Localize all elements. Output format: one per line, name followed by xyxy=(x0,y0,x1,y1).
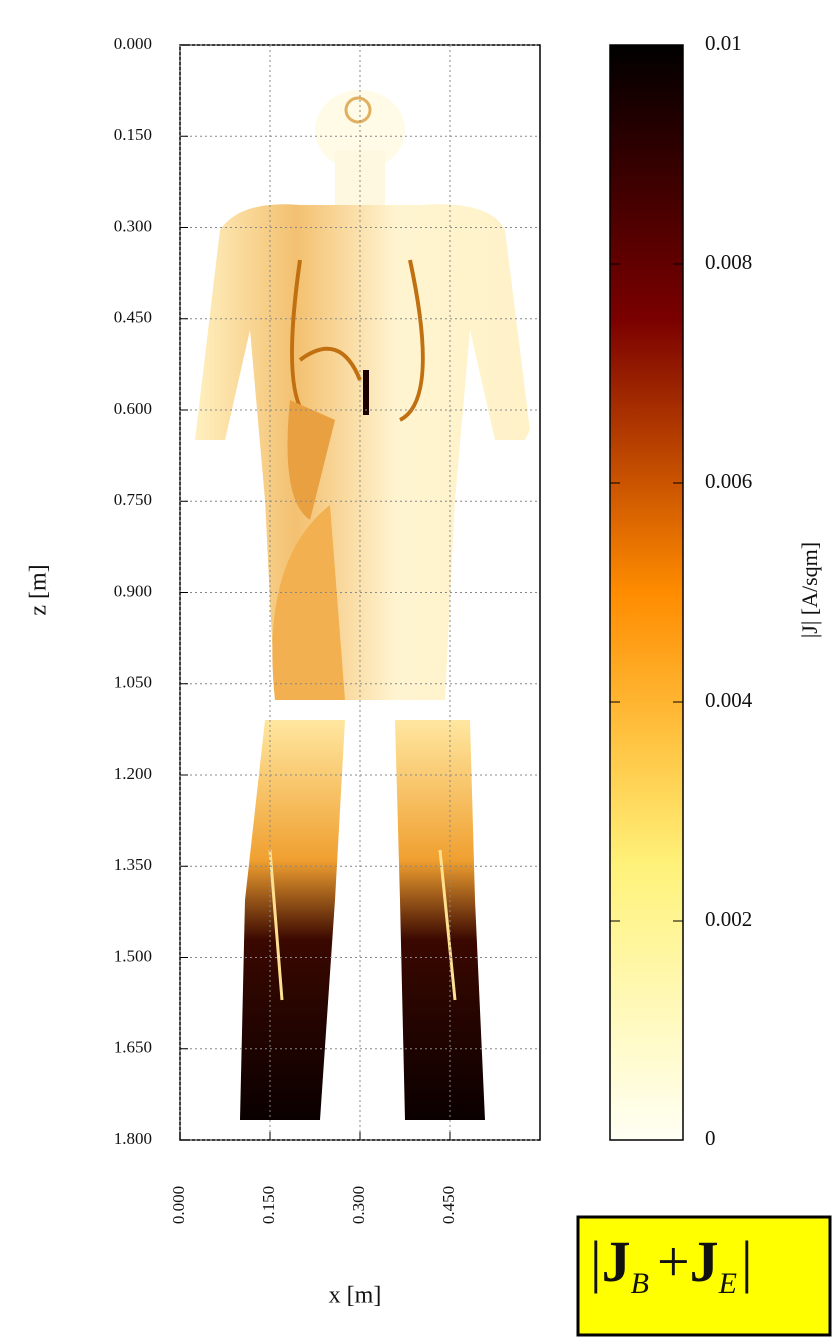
x-tick-label: 0.150 xyxy=(259,1186,278,1224)
colorbar-tick-label: 0.006 xyxy=(705,469,752,493)
y-tick-label: 1.350 xyxy=(114,855,152,874)
y-tick-label: 1.650 xyxy=(114,1038,152,1057)
y-tick-label: 0.000 xyxy=(114,34,152,53)
colorbar-tick-label: 0.002 xyxy=(705,907,752,931)
colorbar-label: |J| [A/sqm] xyxy=(797,542,822,638)
y-tick-label: 0.900 xyxy=(114,581,152,600)
y-tick-label: 0.600 xyxy=(114,399,152,418)
x-tick-label: 0.300 xyxy=(349,1186,368,1224)
y-tick-label: 1.200 xyxy=(114,764,152,783)
x-axis-label: x [m] xyxy=(329,1283,382,1309)
formula: |JB +JE| xyxy=(590,1229,753,1300)
x-tick-label: 0.450 xyxy=(439,1186,458,1224)
colorbar-tick-label: 0.008 xyxy=(705,250,752,274)
x-tick-label: 0.000 xyxy=(169,1186,188,1224)
y-tick-label: 0.300 xyxy=(114,216,152,235)
y-tick-label: 1.050 xyxy=(114,673,152,692)
y-tick-label: 1.800 xyxy=(114,1129,152,1148)
y-tick-label: 1.500 xyxy=(114,946,152,965)
y-axis-label: z [m] xyxy=(26,564,52,615)
body-image xyxy=(195,90,530,1120)
colorbar-tick-label: 0 xyxy=(705,1126,716,1150)
y-tick-label: 0.450 xyxy=(114,308,152,327)
colorbar xyxy=(609,44,684,1141)
colorbar-tick-label: 0.01 xyxy=(705,31,742,55)
colorbar-tick-label: 0.004 xyxy=(705,688,753,712)
y-tick-label: 0.750 xyxy=(114,490,152,509)
y-tick-label: 0.150 xyxy=(114,125,152,144)
formula-box xyxy=(576,1215,832,1337)
